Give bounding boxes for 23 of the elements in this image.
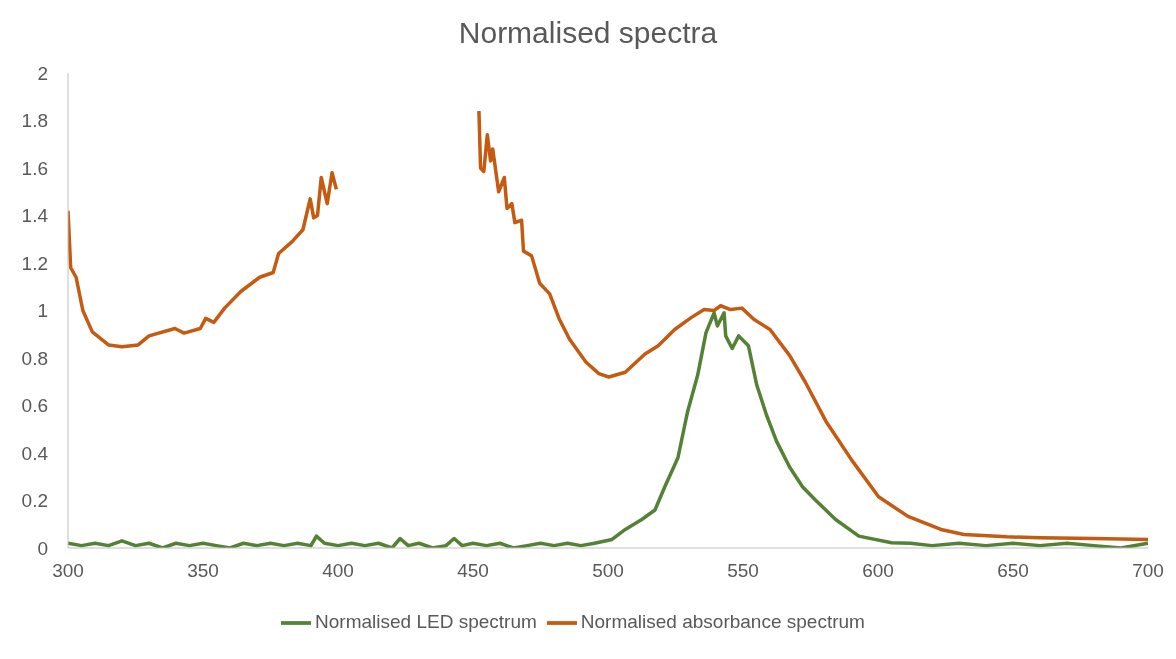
y-tick-label: 0.6 (21, 395, 48, 417)
x-tick-label: 400 (322, 560, 354, 582)
y-tick-label: 1.2 (21, 252, 48, 274)
y-tick-label: 1.6 (21, 157, 48, 179)
y-tick-label: 1 (37, 300, 48, 322)
y-tick-label: 1.4 (21, 205, 49, 227)
x-tick-label: 300 (52, 560, 84, 582)
x-tick-label: 500 (592, 560, 624, 582)
chart-title: Normalised spectra (457, 15, 719, 51)
x-tick-label: 700 (1132, 560, 1164, 582)
y-tick-label: 0.2 (21, 490, 48, 512)
y-tick-label: 1.8 (21, 110, 48, 132)
y-tick-label: 0.4 (21, 442, 49, 464)
x-tick-label: 650 (997, 560, 1029, 582)
legend-label: Normalised absorbance spectrum (580, 611, 865, 633)
x-tick-label: 550 (727, 560, 759, 582)
y-tick-label: 2 (37, 62, 48, 84)
y-tick-label: 0 (37, 537, 48, 559)
y-tick-label: 0.8 (21, 347, 48, 369)
x-tick-label: 600 (862, 560, 894, 582)
x-tick-label: 450 (457, 560, 489, 582)
legend-label: Normalised LED spectrum (315, 611, 537, 633)
x-tick-label: 350 (187, 560, 219, 582)
